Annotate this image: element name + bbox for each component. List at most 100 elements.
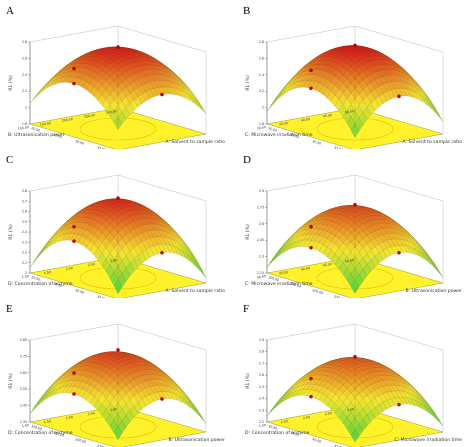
chart-panel-e: 2.35 2.45 2.55 2.65 2.75 2.85 R1 (%) 100.00 150.… — [0, 298, 237, 447]
z-tick-label: 2.6 — [22, 210, 27, 214]
z-axis-label: R1 (%) — [8, 224, 14, 240]
design-point — [72, 392, 76, 396]
z-tick-label: 2.6 — [259, 222, 264, 226]
z-tick-label: 2.3 — [259, 408, 264, 412]
z-tick-label: 2.35 — [20, 420, 27, 424]
y-tick-label: 1.00 — [21, 274, 29, 279]
z-tick-label: 2 — [25, 106, 27, 110]
y-tick-label: 2.50 — [324, 411, 332, 416]
z-tick-label: 2.4 — [22, 73, 27, 77]
panel-label: A — [6, 5, 14, 17]
design-point — [309, 224, 313, 229]
design-point — [116, 45, 120, 49]
x-tick-label: 20.00 — [268, 126, 278, 132]
surface-cell — [430, 261, 440, 273]
z-tick-label: 2.85 — [20, 338, 27, 342]
x-tick-label: 35.00 — [334, 146, 344, 149]
y-axis-label: D: Concentration of enzyme — [8, 281, 73, 287]
x-tick-label: 35.00 — [97, 295, 107, 298]
z-tick-label: 2.2 — [259, 420, 264, 424]
surface-cell — [350, 429, 360, 443]
z-tick-label: 2.8 — [22, 40, 27, 44]
x-tick-label: 100.00 — [31, 424, 43, 431]
y-tick-label: 3.00 — [109, 258, 117, 263]
z-tick-label: 2.8 — [259, 350, 264, 354]
surface-cell — [430, 410, 440, 422]
surface-cell — [434, 414, 444, 427]
x-tick-label: 20.00 — [31, 275, 41, 281]
y-tick-label: 40.00 — [300, 266, 310, 272]
y-tick-label: 30.00 — [256, 125, 266, 131]
y-tick-label: 45.00 — [322, 262, 332, 268]
y-tick-label: 50.00 — [344, 258, 354, 264]
surface-mesh — [266, 45, 444, 138]
z-tick-label: 2.2 — [22, 251, 27, 255]
x-axis-label: A: Solvent to sample ratio — [402, 139, 462, 145]
design-point — [397, 402, 401, 407]
x-tick-label: 200.00 — [312, 288, 324, 295]
design-point — [160, 251, 164, 255]
z-axis-label: R1 (%) — [8, 373, 14, 389]
y-tick-label: 1.50 — [280, 419, 288, 424]
surface-cell — [41, 242, 51, 253]
x-tick-label: 200.00 — [75, 437, 87, 444]
z-tick-label: 2.6 — [259, 56, 264, 60]
x-tick-label: 20.00 — [31, 126, 41, 132]
surface-cell — [434, 109, 444, 122]
y-axis-label: D: Concentration of enzyme — [8, 430, 73, 436]
design-point — [72, 225, 76, 229]
x-tick-label: 45.00 — [334, 444, 344, 447]
z-tick-label: 2.2 — [22, 89, 27, 93]
design-point — [72, 81, 76, 86]
y-axis-label: C: Microwave irradiation time — [245, 281, 313, 287]
z-tick-label: 2.4 — [22, 230, 27, 234]
x-tick-label: 30.00 — [75, 288, 85, 294]
surface-cell — [430, 104, 440, 117]
design-point — [160, 92, 164, 97]
surface-mesh — [29, 46, 207, 130]
z-tick-label: 2.2 — [259, 89, 264, 93]
x-tick-label: 25.00 — [53, 282, 63, 288]
surface-plot-d: 2.15 2.3 2.45 2.6 2.75 2.9 R1 (%) 100.00 150.00 2… — [243, 154, 462, 298]
y-tick-label: 1.50 — [43, 270, 51, 275]
chart-panel-c: 2 2.1 2.2 2.3 2.4 2.5 2.6 2.7 2.8 R1 (%) 20.00 25.0… — [0, 149, 237, 298]
surface-plot-b: 1.8 2 2.2 2.4 2.6 2.8 R1 (%) 20.00 25.00 30.00 35.… — [243, 5, 462, 149]
panel-label: B — [243, 5, 250, 17]
chart-panel-a: 1.8 2 2.2 2.4 2.6 2.8 R1 (%) 20.00 25.00 30.00 35.… — [0, 0, 237, 149]
z-tick-label: 2.3 — [22, 240, 27, 244]
y-tick-label: 200.00 — [61, 117, 73, 123]
z-tick-label: 2.1 — [22, 261, 27, 265]
z-axis-label: R1 (%) — [245, 373, 251, 389]
x-tick-label: 250.00 — [334, 295, 346, 298]
x-tick-label: 250.00 — [97, 444, 109, 447]
x-tick-label: 35.00 — [290, 431, 300, 437]
z-tick-label: 2.7 — [259, 361, 264, 365]
z-tick-label: 2.8 — [22, 189, 27, 193]
x-tick-label: 25.00 — [290, 133, 300, 139]
surface-cell — [270, 252, 280, 264]
y-tick-label: 35.00 — [278, 121, 288, 127]
z-tick-label: 1.8 — [22, 122, 27, 126]
y-tick-label: 150.00 — [39, 121, 51, 127]
panel-label: D — [243, 154, 251, 166]
surface-cell — [197, 102, 207, 114]
design-point — [309, 68, 313, 73]
surface-plot-f: 2.2 2.3 2.4 2.5 2.6 2.7 2.8 2.9 R1 (%) 30.00 35.00… — [243, 303, 462, 447]
x-axis-label: B: Ultrasonication power — [169, 437, 226, 443]
design-point — [353, 43, 357, 48]
surface-cell — [434, 265, 444, 278]
design-point — [72, 66, 76, 71]
y-tick-label: 2.00 — [65, 266, 73, 271]
x-tick-label: 100.00 — [268, 275, 280, 282]
surface-cell — [274, 91, 284, 103]
x-axis-label: C: Microwave irradiation time — [394, 437, 462, 443]
surface-cell — [270, 95, 280, 107]
y-tick-label: 3.00 — [346, 407, 354, 412]
surface-cell — [266, 405, 276, 417]
x-tick-label: 25.00 — [53, 133, 63, 139]
x-axis-label: A: Solvent to sample ratio — [165, 288, 225, 294]
surface-cell — [197, 411, 207, 424]
y-tick-label: 1.00 — [21, 423, 29, 428]
y-tick-label: 40.00 — [300, 117, 310, 123]
surface-cell — [113, 426, 123, 441]
